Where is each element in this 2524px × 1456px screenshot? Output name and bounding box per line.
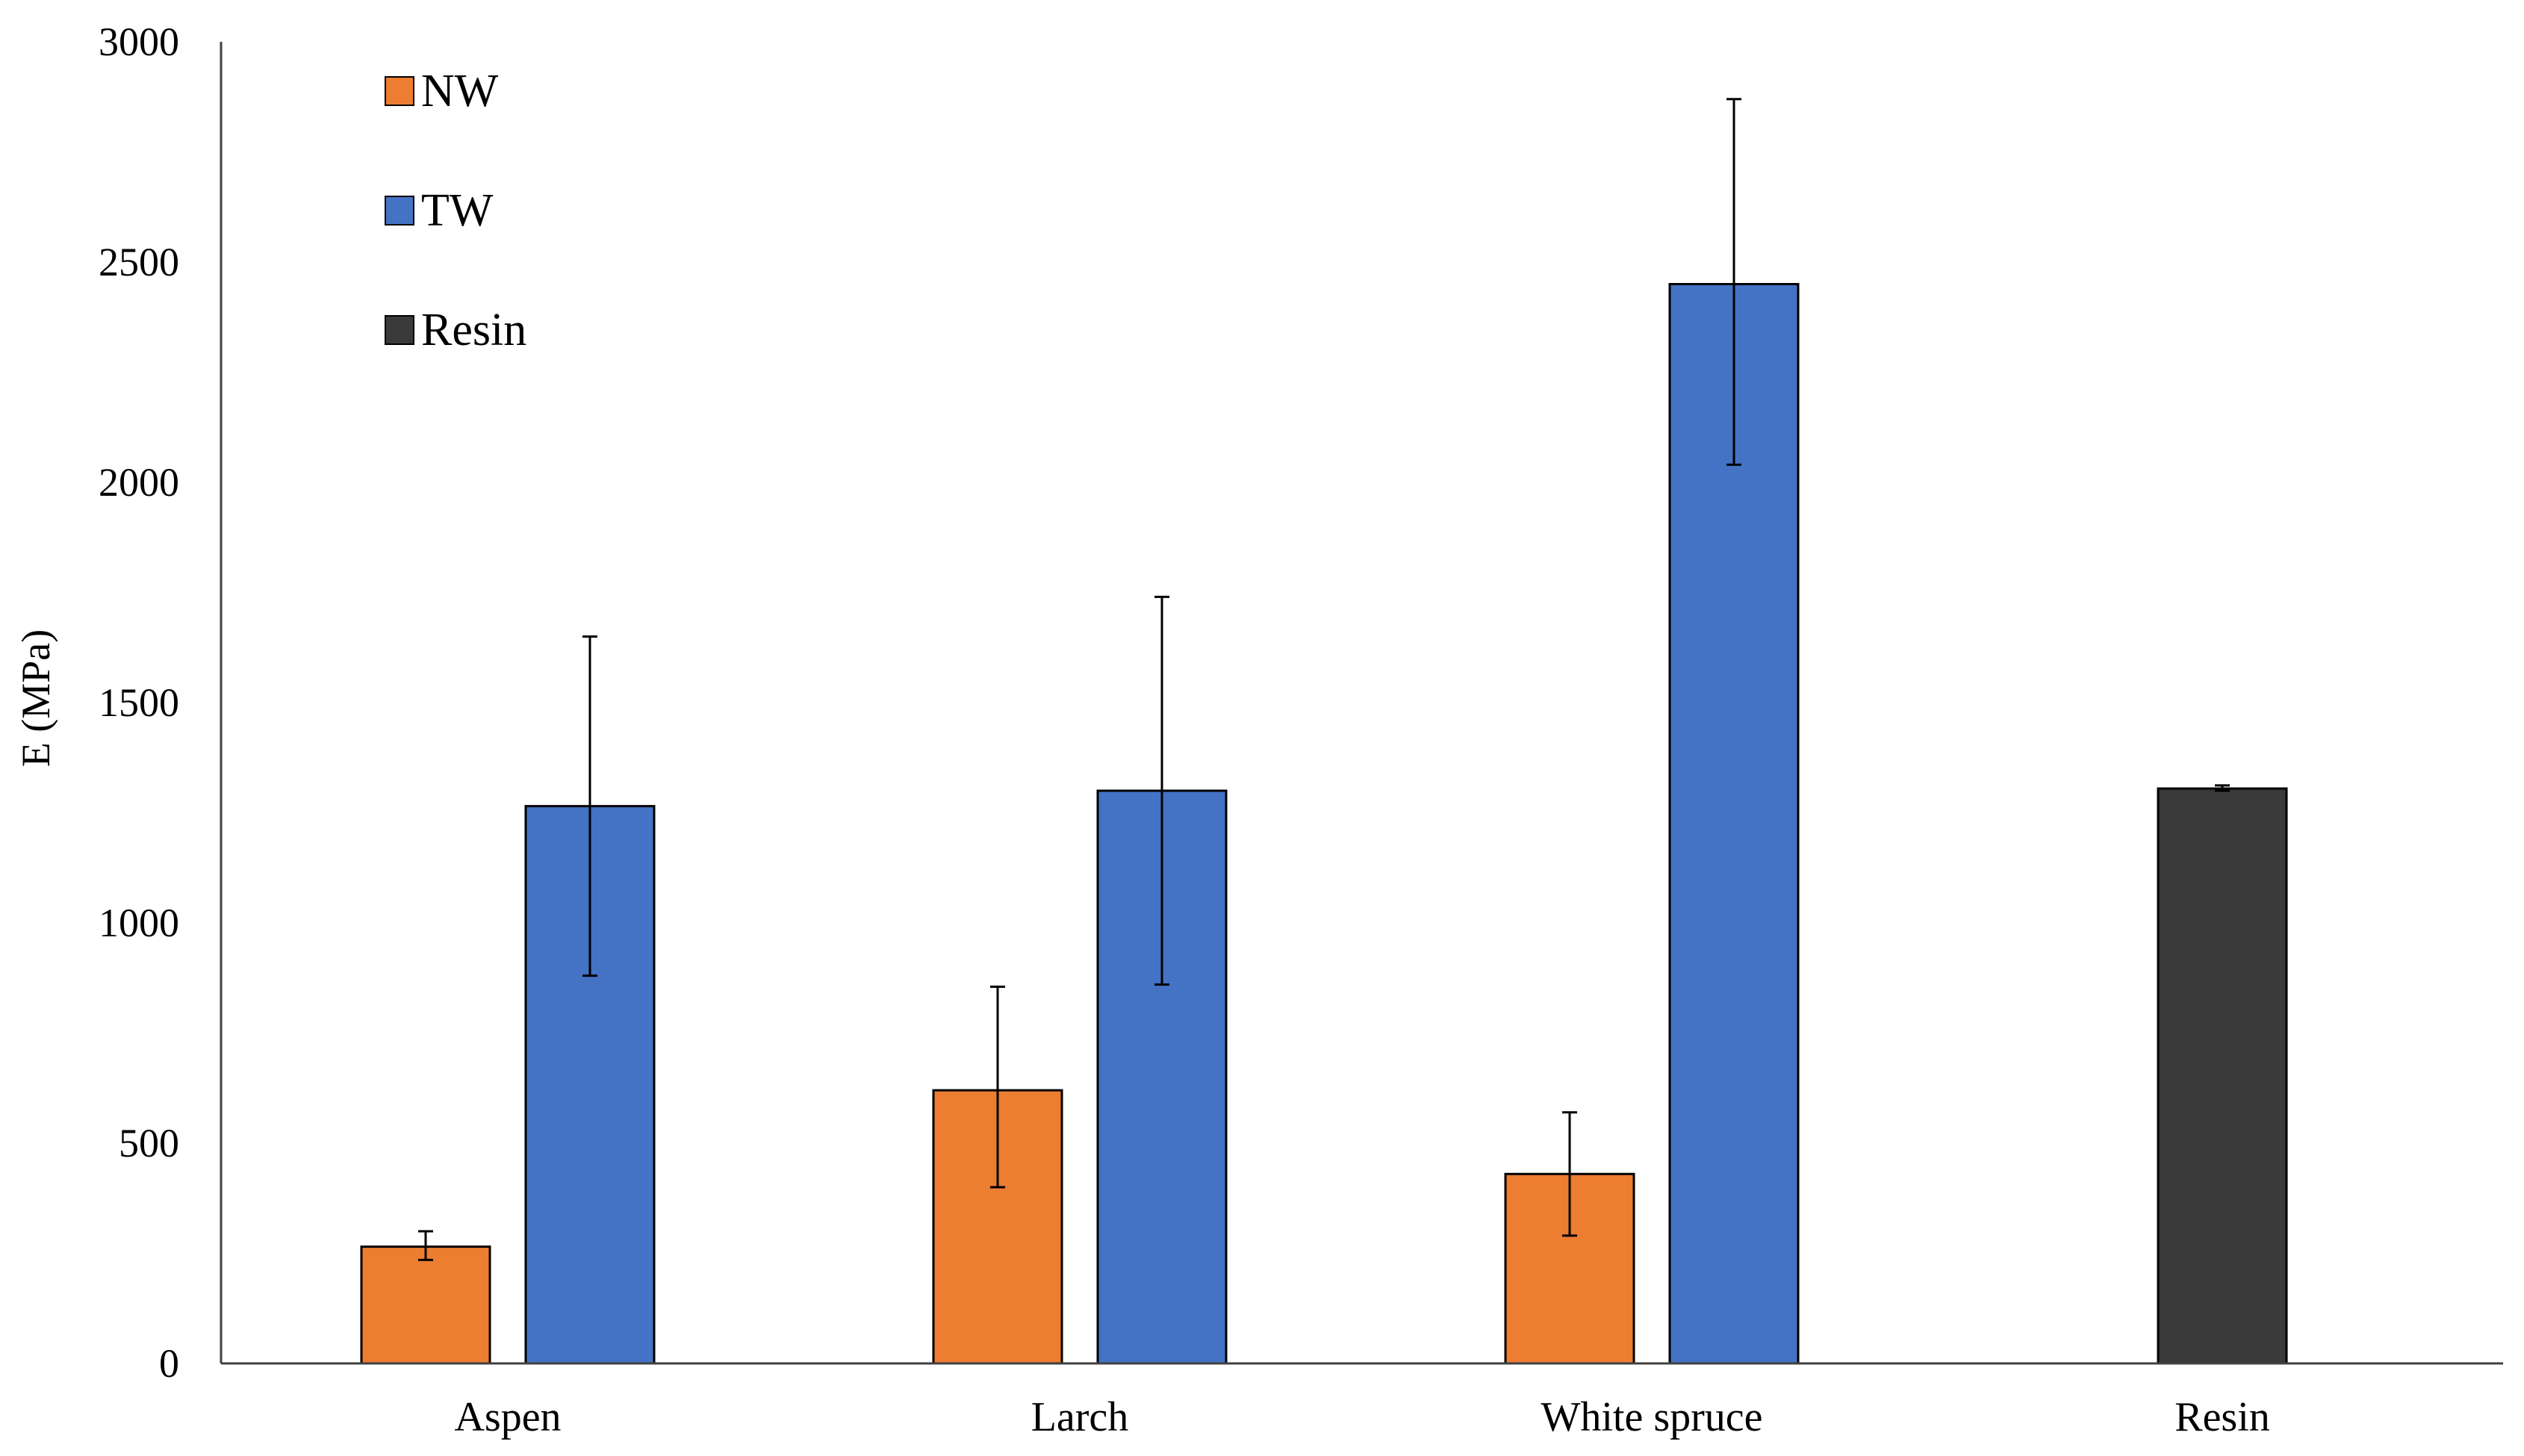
y-tick-label: 1500 (99, 680, 179, 725)
bar-nw-aspen (360, 1245, 491, 1365)
y-tick-label: 2500 (99, 240, 179, 284)
y-tick-label: 3000 (99, 19, 179, 64)
legend-label: Resin (421, 305, 526, 355)
error-bar-tw-aspen (582, 635, 597, 977)
legend-item-nw: NW (385, 66, 499, 116)
x-category-label: Larch (1031, 1394, 1129, 1440)
error-bar-nw-white-spruce (1562, 1111, 1577, 1237)
y-axis-ticks: 0 500 1000 1500 2000 2500 3000 (99, 19, 179, 1386)
error-bars-layer (418, 98, 2230, 1261)
y-tick-label: 0 (159, 1341, 179, 1386)
x-axis-labels: Aspen Larch White spruce Resin (454, 1394, 2269, 1440)
error-bar-tw-white-spruce (1726, 98, 1741, 466)
x-category-label: White spruce (1541, 1394, 1763, 1440)
legend-item-resin: Resin (385, 305, 526, 355)
error-bar-nw-larch (990, 986, 1005, 1189)
legend-label: TW (421, 185, 494, 236)
legend: NW TW Resin (385, 66, 526, 355)
error-bar-tw-larch (1154, 595, 1169, 986)
x-category-label: Aspen (454, 1394, 561, 1440)
bar-resin-resin (2157, 787, 2288, 1365)
x-category-label: Resin (2175, 1394, 2270, 1440)
error-bar-resin-resin (2215, 784, 2230, 792)
legend-swatch (385, 196, 414, 225)
axes-layer (220, 42, 2503, 1365)
y-tick-label: 2000 (99, 460, 179, 505)
legend-swatch (385, 76, 414, 106)
legend-label: NW (421, 66, 499, 116)
y-tick-label: 500 (119, 1121, 179, 1166)
y-tick-label: 1000 (99, 900, 179, 945)
legend-swatch (385, 315, 414, 345)
error-bar-nw-aspen (418, 1230, 433, 1261)
bars-layer (360, 283, 2288, 1365)
legend-item-tw: TW (385, 185, 494, 236)
y-axis-title: E (MPa) (13, 629, 58, 767)
